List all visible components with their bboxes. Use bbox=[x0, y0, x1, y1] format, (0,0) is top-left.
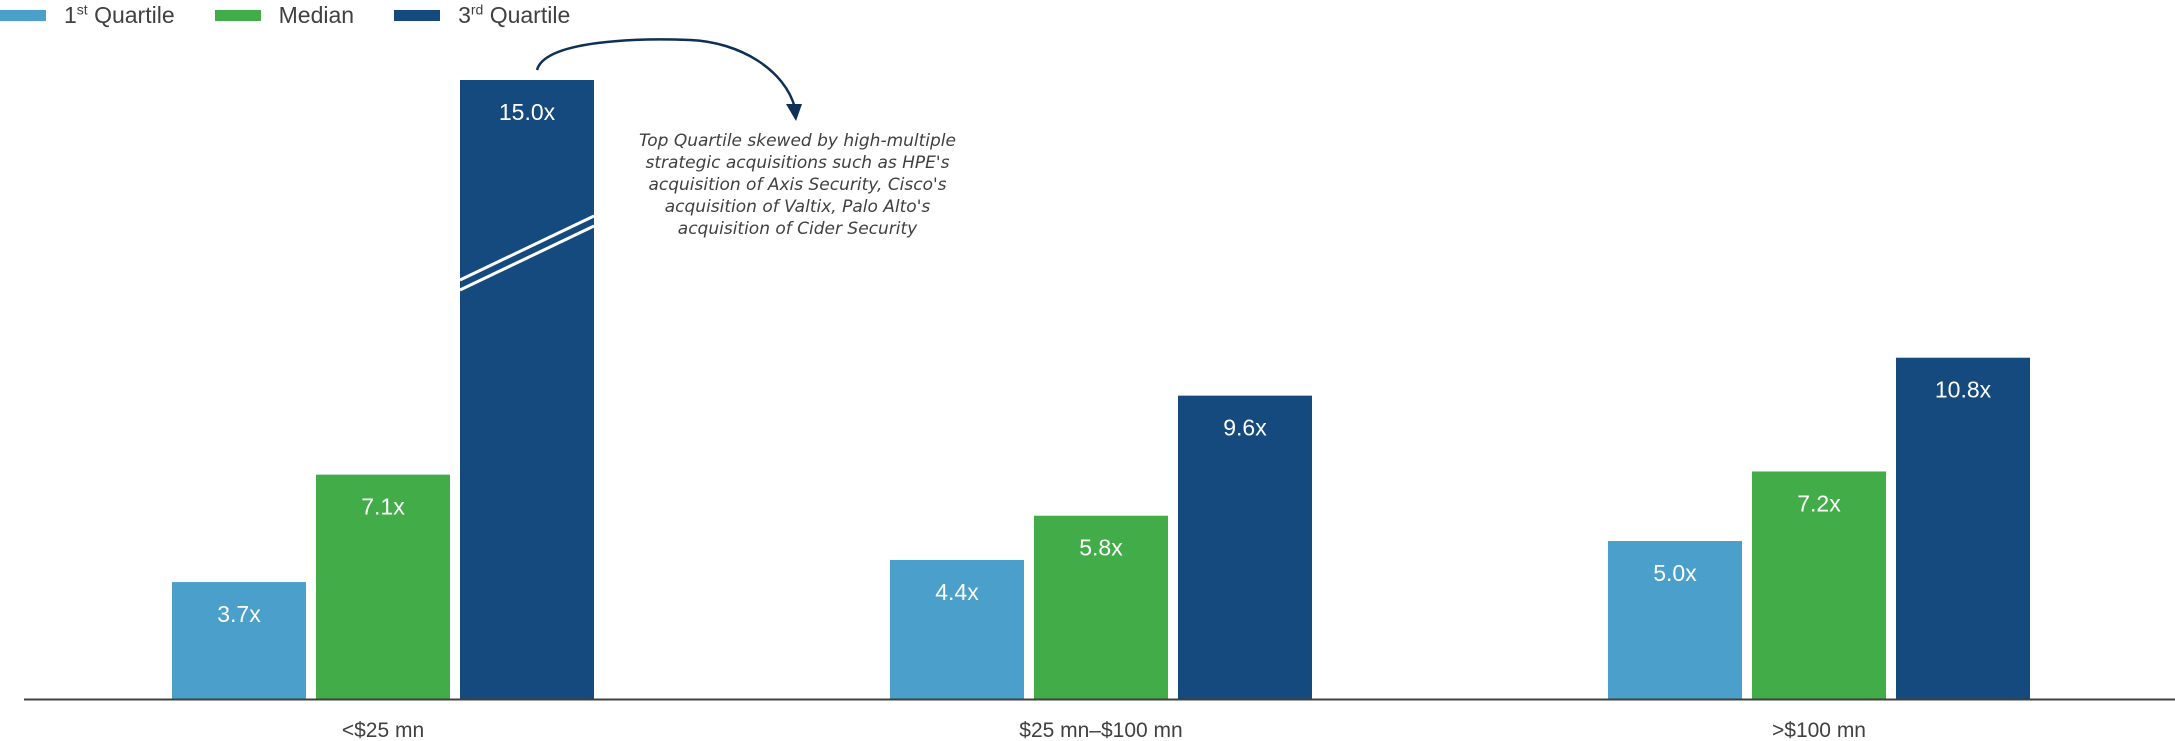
data-label: 5.8x bbox=[1079, 535, 1123, 561]
legend-swatch bbox=[214, 9, 261, 21]
bar bbox=[316, 474, 450, 699]
data-label: 10.8x bbox=[1935, 377, 1992, 403]
legend-swatch bbox=[0, 9, 46, 21]
legend-item: Median bbox=[214, 1, 355, 29]
annotation-text: Top Quartile skewed by high-multiple str… bbox=[638, 131, 956, 239]
axis-break-line bbox=[459, 214, 595, 282]
legend: 1st Quartile Median 3rd Quartile bbox=[0, 0, 610, 30]
data-label: 4.4x bbox=[935, 579, 979, 605]
bar bbox=[1752, 471, 1886, 699]
legend-label: 1st Quartile bbox=[64, 0, 175, 28]
legend-swatch bbox=[394, 9, 441, 21]
annotation-arrowhead bbox=[786, 104, 802, 121]
data-label: 7.2x bbox=[1797, 490, 1841, 516]
bar bbox=[890, 559, 1024, 699]
data-label: 3.7x bbox=[217, 601, 261, 627]
bar bbox=[1178, 395, 1312, 699]
data-label: 5.0x bbox=[1653, 560, 1697, 586]
bar bbox=[1034, 515, 1168, 699]
bar bbox=[172, 582, 306, 699]
category-label: <$25 mn bbox=[342, 719, 424, 741]
bar bbox=[1896, 357, 2030, 699]
data-label: 15.0x bbox=[499, 99, 556, 125]
annotation-arrow bbox=[535, 38, 797, 109]
legend-item: 3rd Quartile bbox=[394, 2, 570, 29]
category-label: $25 mn–$100 mn bbox=[1019, 719, 1182, 741]
data-label: 9.6x bbox=[1223, 415, 1267, 441]
axis-break-line bbox=[459, 224, 595, 292]
data-label: 7.1x bbox=[361, 494, 405, 520]
legend-item: 1st Quartile bbox=[0, 2, 175, 29]
bar bbox=[1608, 541, 1742, 699]
category-label: >$100 mn bbox=[1772, 719, 1866, 741]
bar bbox=[460, 80, 594, 699]
legend-label: 3rd Quartile bbox=[458, 0, 571, 28]
legend-label: Median bbox=[278, 1, 355, 28]
